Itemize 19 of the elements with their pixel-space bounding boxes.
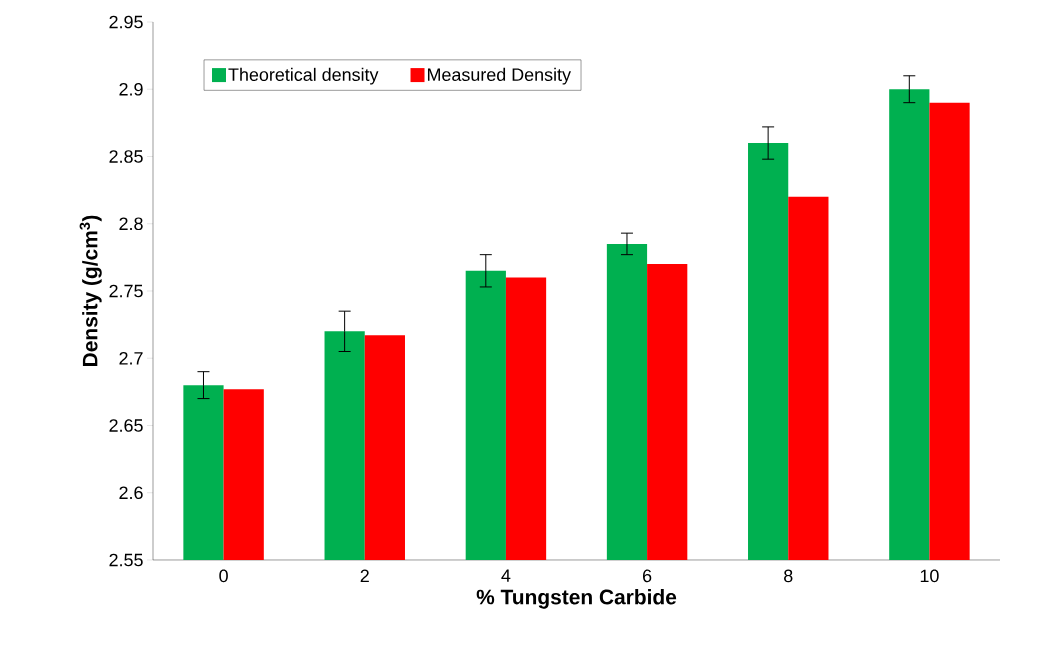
y-tick-label: 2.6 bbox=[119, 486, 143, 500]
y-tick-label: 2.7 bbox=[119, 351, 143, 365]
x-tick-label: 6 bbox=[643, 569, 652, 583]
y-tick-label: 2.9 bbox=[119, 82, 143, 96]
x-tick-label: 2 bbox=[360, 569, 369, 583]
y-tick-label: 2.65 bbox=[109, 419, 143, 432]
x-tick-label: 0 bbox=[219, 569, 228, 583]
x-tick-label: 4 bbox=[501, 569, 511, 582]
x-tick-label: 10 bbox=[920, 569, 939, 583]
y-tick-label: 2.8 bbox=[119, 217, 143, 231]
x-tick-label: 8 bbox=[784, 569, 793, 583]
x-axis-title: % Tungsten Carbide bbox=[476, 589, 677, 609]
legend-label: Theoretical density bbox=[228, 67, 379, 85]
y-tick-label: 2.75 bbox=[109, 284, 143, 298]
legend-label: Measured Density bbox=[427, 67, 571, 85]
y-axis-title: Density (g/cm$^{3}$) bbox=[79, 215, 102, 366]
y-tick-label: 2.95 bbox=[109, 15, 143, 29]
y-tick-label: 2.55 bbox=[109, 553, 143, 567]
y-tick-label: 2.85 bbox=[109, 150, 143, 163]
